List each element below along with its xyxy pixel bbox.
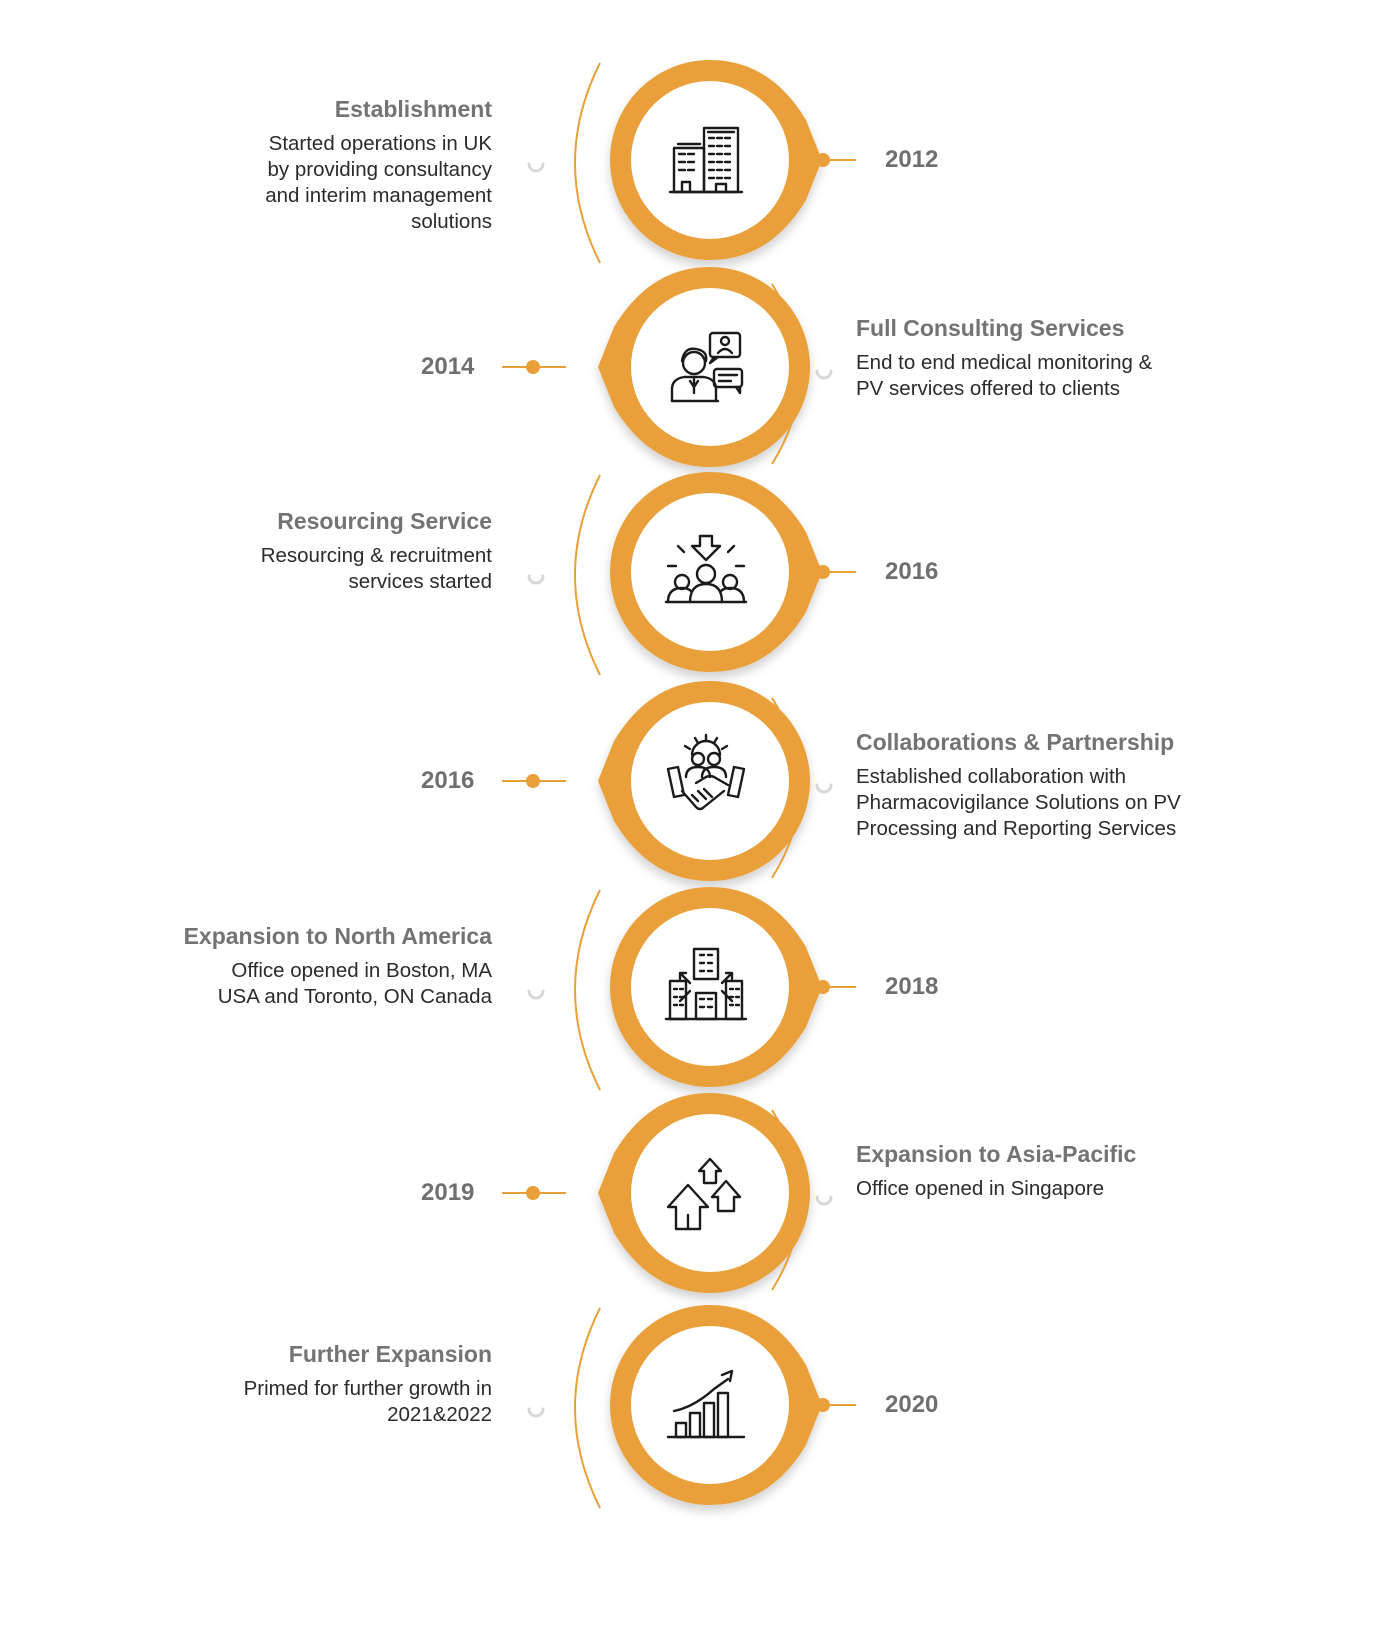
milestone-1: 2012 Establishment Started operations in U… — [0, 55, 1379, 265]
text-bullet — [815, 369, 833, 380]
year-connector — [792, 565, 856, 579]
text-bullet — [527, 1407, 545, 1418]
milestone-4: 2016 Collaborations & Partnership Establis… — [0, 676, 1379, 886]
decorative-arc — [574, 1307, 601, 1509]
milestone-ring — [610, 472, 822, 672]
decorative-arc — [574, 474, 601, 676]
year-connector — [792, 980, 856, 994]
text-bullet — [527, 574, 545, 585]
milestone-year: 2014 — [421, 353, 475, 380]
milestone-text: Collaborations & Partnership Established … — [856, 728, 1216, 842]
milestone-title: Expansion to Asia-Pacific — [856, 1141, 1137, 1167]
decorative-arc — [771, 697, 801, 879]
milestone-description: Started operations in UK by providing co… — [265, 132, 492, 233]
text-bullet — [527, 989, 545, 1000]
milestone-text: Establishment Started operations in UK by… — [92, 95, 492, 235]
ring-inner-circle — [631, 81, 789, 239]
milestone-description: End to end medical monitoring & PV servi… — [856, 351, 1153, 400]
milestone-description: Resourcing & recruitment services starte… — [260, 544, 492, 593]
growth-arrows-icon — [666, 1157, 742, 1231]
milestone-year: 2012 — [885, 146, 939, 173]
decorative-arc — [771, 1109, 801, 1291]
consultant-chat-icon — [670, 331, 744, 403]
milestone-ring — [598, 1093, 810, 1293]
ring-inner-circle — [631, 493, 789, 651]
milestone-year: 2016 — [885, 558, 939, 585]
milestone-text: Expansion to North America Office opened … — [92, 922, 492, 1010]
milestone-6: 2019 Expansion to Asia-Pacific Office open… — [0, 1088, 1379, 1298]
milestone-description: Office opened in Singapore — [856, 1177, 1105, 1200]
decorative-arc — [771, 283, 801, 465]
milestone-description: Established collaboration with Pharmacov… — [856, 765, 1181, 840]
milestone-2: 2014 Full Consulting Services End to end m… — [0, 262, 1379, 472]
milestone-title: Collaborations & Partnership — [856, 729, 1175, 755]
milestone-ring — [598, 267, 810, 467]
milestone-year: 2018 — [885, 973, 939, 1000]
ring-inner-circle — [631, 908, 789, 1066]
milestone-ring — [598, 681, 810, 881]
milestone-year: 2020 — [885, 1391, 939, 1418]
ring-inner-circle — [631, 288, 789, 446]
decorative-arc — [574, 62, 601, 264]
milestone-3: 2016 Resourcing Service Resourcing & recru… — [0, 467, 1379, 677]
milestone-text: Expansion to Asia-Pacific Office opened i… — [856, 1140, 1216, 1202]
milestone-title: Establishment — [334, 96, 492, 122]
year-connector — [792, 153, 856, 167]
ring-inner-circle — [631, 1326, 789, 1484]
recruitment-group-icon — [664, 534, 748, 604]
milestone-title: Resourcing Service — [277, 508, 492, 534]
ring-inner-circle — [631, 1114, 789, 1272]
milestone-title: Expansion to North America — [183, 923, 492, 949]
milestone-year: 2019 — [421, 1179, 475, 1206]
ring-inner-circle — [631, 702, 789, 860]
year-connector — [502, 1186, 566, 1200]
decorative-arc — [574, 889, 601, 1091]
milestone-description: Primed for further growth in 2021&2022 — [243, 1377, 492, 1426]
milestone-title: Further Expansion — [288, 1341, 492, 1367]
city-expansion-icon — [664, 947, 748, 1021]
year-connector — [502, 774, 566, 788]
text-bullet — [527, 162, 545, 173]
handshake-partnership-icon — [666, 733, 746, 811]
milestone-text: Resourcing Service Resourcing & recruitme… — [92, 507, 492, 595]
office-buildings-icon — [668, 126, 744, 194]
text-bullet — [815, 783, 833, 794]
milestone-text: Further Expansion Primed for further grow… — [92, 1340, 492, 1428]
year-connector — [792, 1398, 856, 1412]
milestone-text: Full Consulting Services End to end medic… — [856, 314, 1216, 402]
milestone-ring — [610, 887, 822, 1087]
milestone-ring — [610, 60, 822, 260]
text-bullet — [815, 1195, 833, 1206]
milestone-ring — [610, 1305, 822, 1505]
milestone-title: Full Consulting Services — [856, 315, 1125, 341]
milestone-7: 2020 Further Expansion Primed for further … — [0, 1300, 1379, 1510]
milestone-5: 2018 Expansion to North America Office ope… — [0, 882, 1379, 1092]
bar-chart-growth-icon — [666, 1369, 746, 1439]
milestone-description: Office opened in Boston, MA USA and Toro… — [217, 959, 492, 1008]
year-connector — [502, 360, 566, 374]
milestone-year: 2016 — [421, 767, 475, 794]
